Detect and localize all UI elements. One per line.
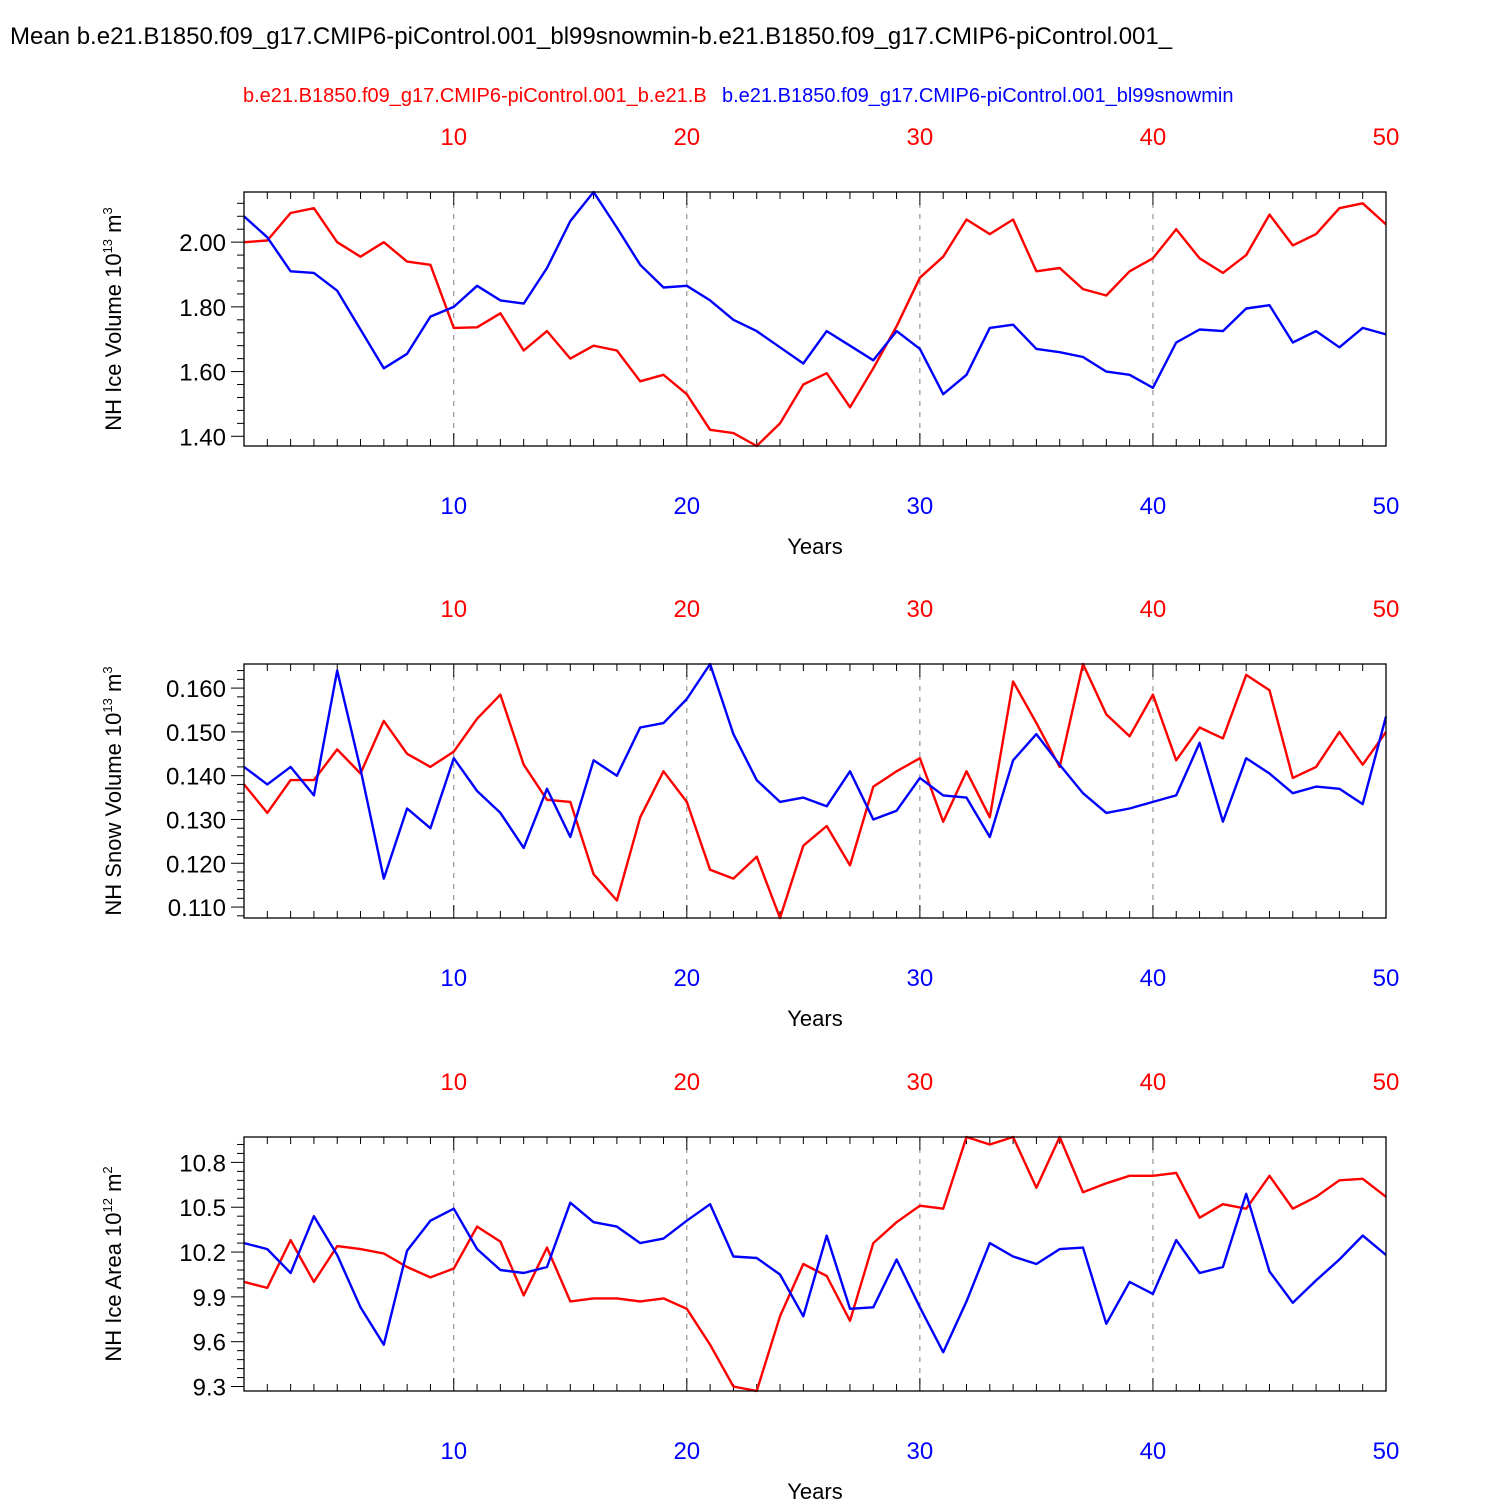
x-tick-label-top: 30	[907, 596, 934, 623]
x-tick-label-bottom: 20	[673, 493, 700, 520]
blue-series-line-ice-area	[243, 1192, 1387, 1354]
x-tick-label-top: 50	[1373, 1069, 1400, 1096]
y-tick-label: 10.8	[179, 1150, 226, 1177]
x-axis-title: Years	[787, 1006, 842, 1031]
y-axis-title: NH Ice Volume 1013 m3	[100, 207, 126, 430]
x-axis-title: Years	[787, 534, 842, 559]
x-tick-label-bottom: 30	[907, 965, 934, 992]
y-tick-label: 9.9	[193, 1285, 226, 1312]
y-tick-label: 0.140	[166, 764, 226, 791]
red-series-line-ice-volume	[243, 202, 1387, 448]
red-series-line-snow-volume	[243, 662, 1387, 920]
x-tick-label-bottom: 10	[440, 965, 467, 992]
x-tick-label-bottom: 20	[673, 965, 700, 992]
x-tick-label-bottom: 20	[673, 1438, 700, 1465]
x-tick-label-top: 50	[1373, 596, 1400, 623]
blue-series-line-ice-volume	[243, 190, 1387, 396]
y-tick-label: 0.150	[166, 720, 226, 747]
x-tick-label-top: 30	[907, 1069, 934, 1096]
x-tick-label-top: 40	[1140, 596, 1167, 623]
legend-blue-series: b.e21.B1850.f09_g17.CMIP6-piControl.001_…	[722, 85, 1233, 107]
x-tick-label-bottom: 10	[440, 493, 467, 520]
y-tick-label: 1.40	[179, 424, 226, 451]
x-tick-label-bottom: 10	[440, 1438, 467, 1465]
y-tick-label: 0.120	[166, 851, 226, 878]
plot-frame	[243, 1136, 1387, 1392]
blue-series-line-snow-volume	[243, 662, 1388, 880]
plot-frame	[243, 191, 1387, 447]
x-tick-label-top: 20	[673, 1069, 700, 1096]
y-tick-label: 1.80	[179, 295, 226, 322]
y-tick-label: 9.3	[193, 1375, 226, 1402]
figure-title: Mean b.e21.B1850.f09_g17.CMIP6-piControl…	[10, 23, 1173, 50]
red-series-line-ice-area	[243, 1135, 1387, 1393]
x-tick-label-top: 20	[673, 124, 700, 151]
y-axis-title: NH Snow Volume 1013 m3	[100, 666, 126, 915]
x-tick-label-top: 30	[907, 124, 934, 151]
x-tick-label-bottom: 40	[1140, 493, 1167, 520]
y-tick-label: 1.60	[179, 360, 226, 387]
y-tick-label: 0.130	[166, 807, 226, 834]
panel-snow-volume: 0.110 0.120 0.130 0.140 0.150 0.160 10 10 20 20 30…	[100, 596, 1399, 1031]
x-tick-label-top: 40	[1140, 1069, 1167, 1096]
x-tick-label-top: 10	[440, 1069, 467, 1096]
plot-frame	[243, 663, 1387, 919]
y-tick-label: 9.6	[193, 1330, 226, 1357]
x-tick-label-bottom: 50	[1373, 1438, 1400, 1465]
x-tick-label-bottom: 40	[1140, 965, 1167, 992]
x-tick-label-top: 50	[1373, 124, 1400, 151]
x-tick-label-bottom: 50	[1373, 493, 1400, 520]
x-tick-label-bottom: 40	[1140, 1438, 1167, 1465]
x-tick-label-bottom: 50	[1373, 965, 1400, 992]
legend-red-series: b.e21.B1850.f09_g17.CMIP6-piControl.001_…	[243, 85, 707, 107]
x-axis-title: Years	[787, 1479, 842, 1500]
y-tick-label: 10.2	[179, 1240, 226, 1267]
x-tick-label-top: 10	[440, 596, 467, 623]
y-tick-label: 2.00	[179, 230, 226, 257]
y-axis-title: NH Ice Area 1012 m2	[100, 1166, 126, 1361]
y-tick-label: 0.160	[166, 676, 226, 703]
x-tick-label-bottom: 30	[907, 493, 934, 520]
x-tick-label-top: 10	[440, 124, 467, 151]
x-tick-label-top: 40	[1140, 124, 1167, 151]
panel-ice-volume: 1.40 1.60 1.80 2.00 10 10 20 20 30 30 40 40 50 50 Year…	[100, 124, 1399, 559]
y-tick-label: 10.5	[179, 1195, 226, 1222]
chart-panels: 1.40 1.60 1.80 2.00 10 10 20 20 30 30 40 40 50 50 Year…	[100, 124, 1399, 1500]
panel-ice-area: 9.3 9.6 9.9 10.2 10.5 10.8 10 10 20 20 30 30 40 40 50 5…	[100, 1069, 1399, 1500]
x-tick-label-top: 20	[673, 596, 700, 623]
y-tick-label: 0.110	[168, 895, 226, 922]
x-tick-label-bottom: 30	[907, 1438, 934, 1465]
